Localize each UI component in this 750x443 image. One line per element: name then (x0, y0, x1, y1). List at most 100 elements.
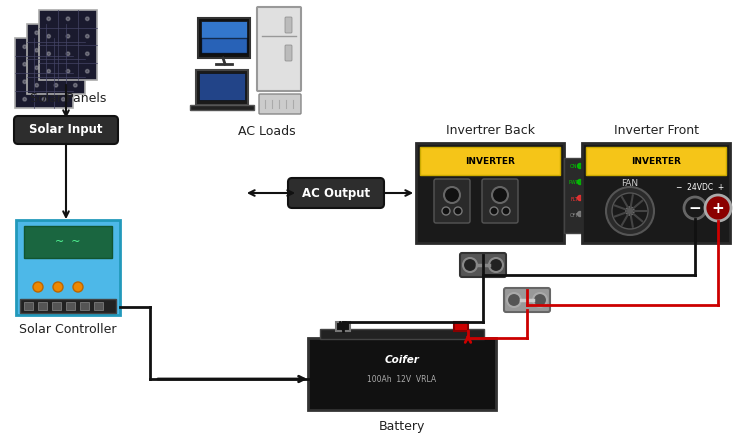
Text: INVERTER: INVERTER (465, 156, 515, 166)
Circle shape (578, 195, 583, 201)
Text: −: − (688, 201, 701, 215)
FancyBboxPatch shape (285, 17, 292, 33)
Text: FLT: FLT (570, 197, 578, 202)
Circle shape (54, 66, 58, 70)
Circle shape (46, 35, 50, 38)
Text: −  24VDC  +: − 24VDC + (676, 183, 724, 191)
Circle shape (454, 207, 462, 215)
Circle shape (53, 282, 63, 292)
FancyBboxPatch shape (201, 38, 247, 53)
FancyBboxPatch shape (454, 322, 468, 331)
Circle shape (578, 163, 583, 168)
FancyBboxPatch shape (434, 179, 470, 223)
FancyBboxPatch shape (336, 322, 350, 331)
Text: Solar Panels: Solar Panels (30, 92, 106, 105)
Circle shape (34, 31, 38, 35)
FancyBboxPatch shape (257, 7, 301, 91)
FancyBboxPatch shape (288, 178, 384, 208)
Circle shape (507, 293, 521, 307)
Circle shape (86, 17, 89, 20)
Text: AC Output: AC Output (302, 187, 370, 199)
Circle shape (62, 62, 65, 66)
FancyBboxPatch shape (66, 302, 75, 310)
FancyBboxPatch shape (24, 302, 33, 310)
FancyBboxPatch shape (482, 179, 518, 223)
Circle shape (463, 258, 477, 272)
Circle shape (34, 83, 38, 87)
Circle shape (54, 48, 58, 52)
Circle shape (62, 80, 65, 84)
Circle shape (86, 52, 89, 55)
Text: 100Ah  12V  VRLA: 100Ah 12V VRLA (368, 376, 436, 385)
Circle shape (22, 97, 26, 101)
Text: AC Loads: AC Loads (238, 125, 296, 138)
Circle shape (66, 70, 70, 73)
Circle shape (62, 45, 65, 49)
Circle shape (578, 211, 583, 217)
Text: Battery: Battery (379, 420, 425, 433)
Circle shape (22, 80, 26, 84)
Circle shape (490, 207, 498, 215)
Circle shape (34, 66, 38, 70)
Circle shape (578, 179, 583, 184)
Text: PWR: PWR (568, 180, 580, 186)
Circle shape (22, 45, 26, 49)
Circle shape (705, 195, 731, 221)
FancyBboxPatch shape (586, 147, 726, 175)
Text: INVERTER: INVERTER (631, 156, 681, 166)
FancyBboxPatch shape (320, 329, 484, 339)
FancyBboxPatch shape (80, 302, 89, 310)
Text: +: + (712, 201, 724, 215)
Circle shape (502, 207, 510, 215)
Circle shape (86, 35, 89, 38)
Text: Inverter Front: Inverter Front (614, 124, 698, 137)
FancyBboxPatch shape (504, 288, 550, 312)
Circle shape (46, 52, 50, 55)
FancyBboxPatch shape (259, 94, 301, 114)
Circle shape (73, 282, 83, 292)
Circle shape (22, 62, 26, 66)
Circle shape (66, 52, 70, 55)
Circle shape (42, 80, 46, 84)
FancyBboxPatch shape (582, 143, 730, 243)
FancyBboxPatch shape (308, 338, 496, 410)
Circle shape (74, 83, 77, 87)
FancyBboxPatch shape (52, 302, 61, 310)
Text: Coifer: Coifer (385, 355, 419, 365)
Text: FAN: FAN (622, 179, 638, 187)
Circle shape (492, 187, 508, 203)
FancyBboxPatch shape (27, 24, 85, 94)
Text: Invertrer Back: Invertrer Back (446, 124, 535, 137)
Circle shape (62, 97, 65, 101)
Circle shape (444, 187, 460, 203)
Circle shape (489, 258, 503, 272)
FancyBboxPatch shape (190, 105, 254, 110)
Circle shape (46, 70, 50, 73)
Circle shape (74, 31, 77, 35)
Circle shape (442, 207, 450, 215)
Circle shape (42, 62, 46, 66)
FancyBboxPatch shape (16, 220, 120, 315)
Circle shape (42, 45, 46, 49)
Circle shape (74, 48, 77, 52)
FancyBboxPatch shape (39, 10, 97, 80)
Text: OFF: OFF (569, 213, 579, 218)
Text: Solar Input: Solar Input (29, 124, 103, 136)
Circle shape (66, 17, 70, 20)
FancyBboxPatch shape (20, 299, 116, 313)
FancyBboxPatch shape (15, 38, 73, 108)
Circle shape (626, 207, 634, 215)
FancyBboxPatch shape (24, 226, 112, 258)
Text: ~  ~: ~ ~ (56, 237, 81, 247)
Circle shape (606, 187, 654, 235)
FancyBboxPatch shape (201, 21, 247, 53)
Circle shape (684, 197, 706, 219)
Circle shape (66, 35, 70, 38)
FancyBboxPatch shape (14, 116, 118, 144)
FancyBboxPatch shape (199, 73, 245, 100)
FancyBboxPatch shape (94, 302, 103, 310)
FancyBboxPatch shape (420, 147, 560, 175)
FancyBboxPatch shape (416, 143, 564, 243)
Circle shape (42, 97, 46, 101)
Text: Solar Controller: Solar Controller (20, 323, 117, 336)
